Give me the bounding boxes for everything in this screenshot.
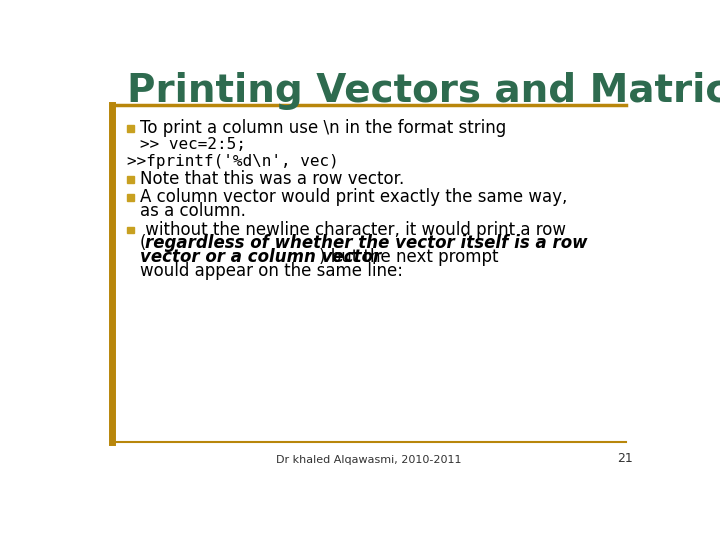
- Text: >>fprintf('%d\n', vec): >>fprintf('%d\n', vec): [127, 154, 339, 170]
- Text: regardless of whether the vector itself is a row: regardless of whether the vector itself …: [145, 234, 588, 252]
- Bar: [127, 226, 134, 233]
- Text: >> vec=2:5;: >> vec=2:5;: [140, 137, 246, 152]
- Text: Printing Vectors and Matrices: Printing Vectors and Matrices: [127, 72, 720, 111]
- Text: would appear on the same line:: would appear on the same line:: [140, 262, 402, 280]
- Text: without the newline character, it would print a row: without the newline character, it would …: [140, 220, 566, 239]
- Text: Dr khaled Alqawasmi, 2010-2011: Dr khaled Alqawasmi, 2010-2011: [276, 455, 462, 465]
- Text: A column vector would print exactly the same way,: A column vector would print exactly the …: [140, 188, 567, 206]
- Text: (: (: [140, 234, 146, 252]
- Text: as a column.: as a column.: [140, 202, 246, 220]
- Bar: [127, 194, 134, 201]
- Text: To print a column use \n in the format string: To print a column use \n in the format s…: [140, 119, 506, 137]
- Text: vector or a column vector: vector or a column vector: [140, 248, 381, 266]
- Text: ) but the next prompt: ) but the next prompt: [319, 248, 498, 266]
- Bar: [127, 176, 134, 183]
- Text: Note that this was a row vector.: Note that this was a row vector.: [140, 170, 404, 188]
- Text: 21: 21: [617, 452, 632, 465]
- Bar: [127, 125, 134, 132]
